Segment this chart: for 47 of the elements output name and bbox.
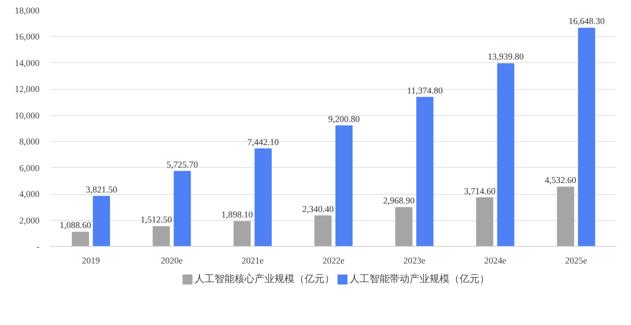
data-label: 2,968.90 bbox=[383, 196, 416, 206]
bar bbox=[578, 28, 596, 246]
y-tick-label: 16,000 bbox=[14, 32, 40, 42]
x-tick-label: 2021e bbox=[242, 256, 264, 266]
y-tick-label: 10,000 bbox=[14, 110, 40, 120]
y-tick-label: 18,000 bbox=[14, 6, 40, 16]
y-tick-label: 6,000 bbox=[19, 162, 40, 173]
data-label: 1,898.10 bbox=[221, 210, 254, 220]
data-label: 9,200.80 bbox=[328, 114, 360, 124]
x-tick-label: 2023e bbox=[403, 256, 426, 266]
x-tick-label: 2020e bbox=[160, 256, 183, 266]
data-label: 1,088.60 bbox=[60, 220, 92, 230]
data-label: 5,725.70 bbox=[166, 159, 199, 170]
data-label: 3,821.50 bbox=[86, 184, 118, 194]
legend-label: 人工智能带动产业规模（亿元） bbox=[350, 273, 490, 285]
y-tick-label: - bbox=[36, 242, 40, 252]
y-tick-label: 2,000 bbox=[19, 215, 40, 226]
data-label: 2,340.40 bbox=[302, 204, 334, 214]
x-tick-label: 2025e bbox=[565, 256, 588, 266]
bar bbox=[314, 215, 332, 246]
bar bbox=[476, 197, 494, 246]
bar bbox=[497, 63, 514, 246]
bar bbox=[92, 196, 110, 246]
bar bbox=[416, 96, 434, 246]
y-tick-label: 12,000 bbox=[14, 84, 40, 94]
data-label: 16,648.30 bbox=[568, 16, 606, 26]
bar bbox=[254, 148, 272, 246]
bar bbox=[152, 226, 170, 246]
data-label: 3,714.60 bbox=[464, 186, 496, 196]
data-label: 13,939.80 bbox=[488, 52, 524, 62]
bar bbox=[335, 125, 353, 246]
bar bbox=[174, 170, 191, 246]
y-tick-label: 4,000 bbox=[19, 189, 40, 200]
bar bbox=[556, 186, 574, 246]
x-tick-label: 2022e bbox=[322, 256, 345, 266]
y-tick-label: 14,000 bbox=[14, 58, 40, 68]
bar bbox=[234, 221, 251, 246]
x-tick-label: 2019 bbox=[82, 256, 100, 266]
legend-label: 人工智能核心产业规模（亿元） bbox=[194, 273, 335, 285]
bar bbox=[395, 207, 412, 246]
data-label: 11,374.80 bbox=[407, 85, 444, 96]
y-tick-label: 8,000 bbox=[19, 136, 40, 147]
data-label: 7,442.10 bbox=[247, 136, 280, 147]
x-tick-label: 2024e bbox=[484, 256, 506, 266]
bar bbox=[72, 232, 90, 246]
data-label: 1,512.50 bbox=[140, 214, 173, 225]
data-label: 4,532.60 bbox=[544, 175, 577, 186]
